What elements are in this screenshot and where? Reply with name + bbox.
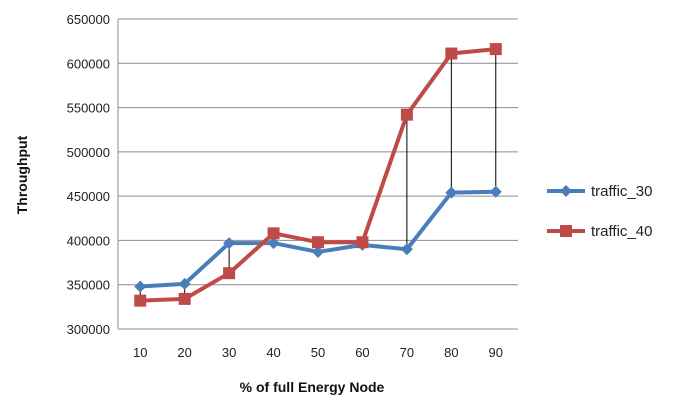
data-point (312, 236, 324, 249)
data-point (312, 245, 324, 258)
x-tick-label: 60 (355, 345, 369, 360)
data-point (400, 108, 413, 121)
data-point (267, 227, 280, 240)
x-tick-label: 70 (400, 345, 414, 360)
x-axis-ticks: 10 20 30 40 50 60 70 80 90 (133, 345, 503, 360)
x-tick-label: 20 (177, 345, 191, 360)
x-tick-label: 90 (489, 345, 503, 360)
data-point (445, 47, 458, 60)
x-tick-label: 30 (222, 345, 236, 360)
y-tick-label: 400000 (67, 233, 110, 248)
legend: traffic_30 traffic_40 (547, 183, 652, 240)
y-tick-label: 650000 (67, 12, 110, 27)
y-axis-title: Throughput (14, 135, 30, 214)
series-layer (134, 43, 502, 307)
data-point (134, 280, 147, 293)
x-tick-label: 80 (444, 345, 458, 360)
data-point (489, 43, 502, 56)
y-tick-label: 600000 (67, 56, 110, 71)
legend-marker (560, 225, 572, 237)
data-point (223, 267, 236, 280)
y-tick-label: 300000 (67, 322, 110, 337)
data-point (489, 185, 502, 198)
data-point (356, 236, 369, 249)
series-traffic_40 (134, 43, 502, 307)
drop-lines (139, 49, 497, 301)
legend-label: traffic_40 (591, 223, 652, 240)
x-tick-label: 40 (266, 345, 280, 360)
data-point (445, 186, 458, 199)
data-point (223, 237, 236, 250)
y-tick-label: 450000 (67, 189, 110, 204)
y-tick-label: 350000 (67, 278, 110, 293)
y-axis-ticks: 300000 350000 400000 450000 500000 550000 6000… (67, 12, 110, 337)
data-point (178, 292, 191, 305)
x-tick-label: 50 (311, 345, 325, 360)
legend-entry: traffic_30 (547, 183, 652, 200)
y-tick-label: 500000 (67, 145, 110, 160)
x-axis-title: % of full Energy Node (240, 379, 385, 395)
data-point (134, 294, 147, 307)
x-tick-label: 10 (133, 345, 147, 360)
data-point (267, 237, 280, 250)
data-point (178, 277, 191, 290)
data-point (400, 243, 413, 256)
legend-entry: traffic_40 (547, 223, 652, 240)
series-traffic_30 (134, 185, 502, 293)
legend-marker (560, 185, 572, 197)
series-line (140, 47, 496, 303)
legend-label: traffic_30 (591, 183, 652, 200)
y-tick-label: 550000 (67, 101, 110, 116)
